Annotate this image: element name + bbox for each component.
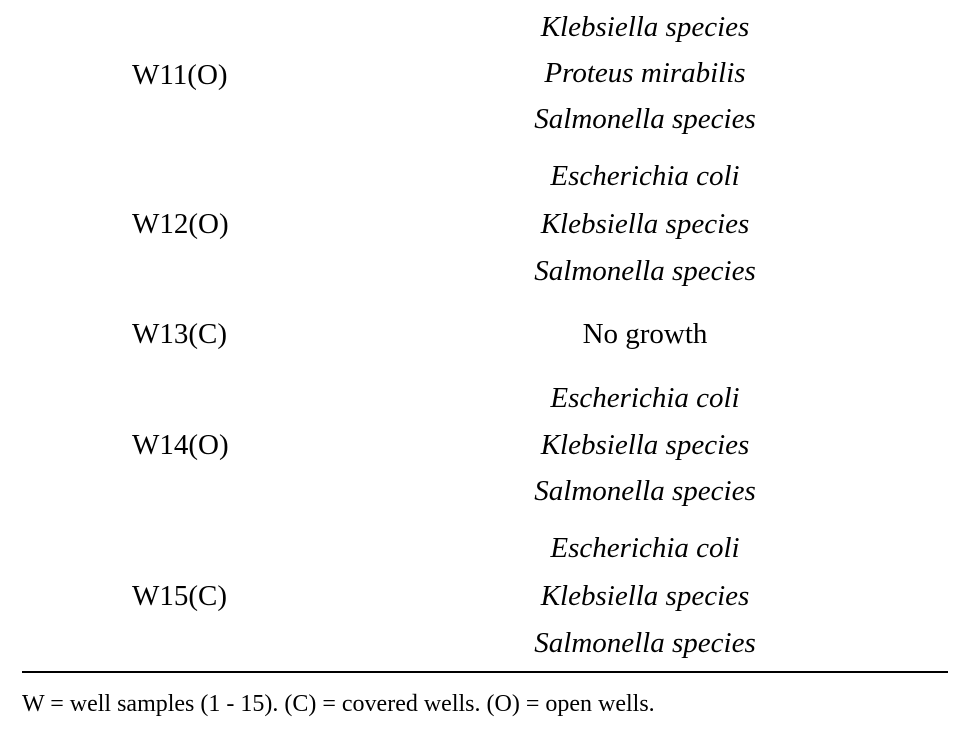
sample-id-cell: W14(O) xyxy=(132,429,229,461)
organism-cell: Salmonella species xyxy=(534,103,756,135)
table-bottom-rule xyxy=(22,671,948,673)
result-cell: No growth xyxy=(582,318,708,350)
organism-cell: Salmonella species xyxy=(534,627,756,659)
organism-cell: Klebsiella species xyxy=(540,11,750,43)
organism-cell: Proteus mirabilis xyxy=(544,57,746,89)
organism-cell: Klebsiella species xyxy=(540,429,750,461)
organism-cell: Salmonella species xyxy=(534,255,756,287)
organism-cell: Escherichia coli xyxy=(550,160,740,192)
table-footnote: W = well samples (1 - 15). (C) = covered… xyxy=(22,691,655,717)
sample-id-cell: W15(C) xyxy=(132,580,228,612)
organism-cell: Escherichia coli xyxy=(550,382,740,414)
organism-cell: Klebsiella species xyxy=(540,208,750,240)
sample-id-cell: W13(C) xyxy=(132,318,228,350)
organism-cell: Escherichia coli xyxy=(550,532,740,564)
sample-id-cell: W11(O) xyxy=(132,59,228,91)
organism-cell: Klebsiella species xyxy=(540,580,750,612)
sample-id-cell: W12(O) xyxy=(132,208,229,240)
organism-cell: Salmonella species xyxy=(534,475,756,507)
